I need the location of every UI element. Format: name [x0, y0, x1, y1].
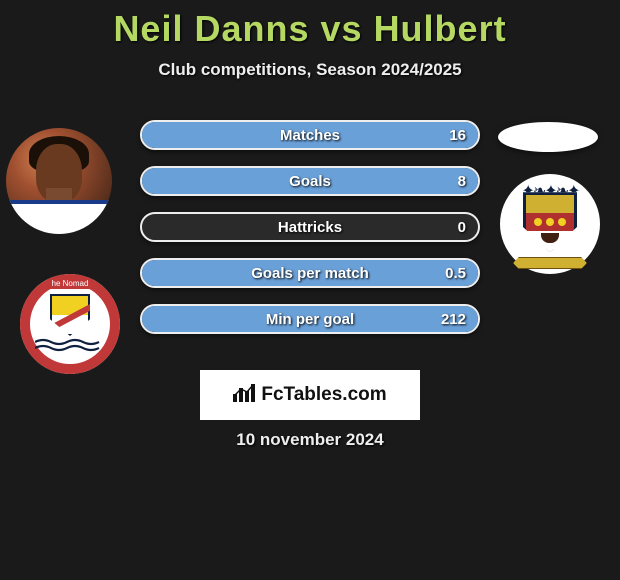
nomads-crest: he Nomad — [20, 274, 120, 374]
shield-dot — [546, 218, 554, 226]
player1-club-badge: he Nomad — [20, 274, 120, 374]
stat-label: Matches — [202, 127, 418, 144]
bar-chart-icon — [233, 384, 255, 406]
player1-avatar — [6, 128, 112, 234]
stats-container: Matches16 Goals8 Hattricks0 Goals per match… — [140, 120, 480, 350]
stat-value-right: 212 — [418, 311, 478, 328]
subtitle: Club competitions, Season 2024/2025 — [0, 60, 620, 80]
stat-row: Goals8 — [140, 166, 480, 196]
comparison-date: 10 november 2024 — [0, 430, 620, 450]
nomads-ring-text: he Nomad — [46, 278, 95, 289]
player2-club-badge: ✦❧✦❧✦ — [500, 174, 600, 274]
player2-avatar — [498, 122, 598, 152]
stat-value-right: 0 — [418, 219, 478, 236]
brand-text: FcTables.com — [261, 384, 386, 406]
player1-name: Neil Danns — [113, 8, 309, 49]
shield-dot — [558, 218, 566, 226]
stat-value-right: 0.5 — [418, 265, 478, 282]
stat-row: Goals per match0.5 — [140, 258, 480, 288]
stat-row: Min per goal212 — [140, 304, 480, 334]
player2-name: Hulbert — [374, 8, 507, 49]
shield-bar-red — [526, 213, 574, 231]
waves-icon — [35, 338, 105, 354]
shield-dot — [534, 218, 542, 226]
heraldic-crest: ✦❧✦❧✦ — [505, 179, 595, 269]
stat-value-right: 8 — [418, 173, 478, 190]
stat-row: Matches16 — [140, 120, 480, 150]
stat-row: Hattricks0 — [140, 212, 480, 242]
nomads-shield-icon — [50, 294, 90, 336]
crest-shield-icon — [523, 192, 577, 252]
shield-diagonal — [45, 303, 95, 334]
stat-value-right: 16 — [418, 127, 478, 144]
stat-label: Goals per match — [202, 265, 418, 282]
avatar-jersey — [6, 200, 112, 234]
crest-ribbon-icon — [513, 257, 587, 269]
vs-separator: vs — [321, 8, 363, 49]
shield-bar-white — [526, 231, 574, 255]
ship-icon — [541, 233, 559, 243]
shield-bar-gold — [526, 195, 574, 213]
stat-label: Goals — [202, 173, 418, 190]
page-title: Neil Danns vs Hulbert — [0, 0, 620, 50]
brand-watermark: FcTables.com — [200, 370, 420, 420]
stat-label: Min per goal — [202, 311, 418, 328]
stat-label: Hattricks — [202, 219, 418, 236]
